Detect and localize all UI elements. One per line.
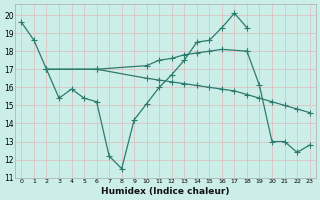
X-axis label: Humidex (Indice chaleur): Humidex (Indice chaleur): [101, 187, 230, 196]
